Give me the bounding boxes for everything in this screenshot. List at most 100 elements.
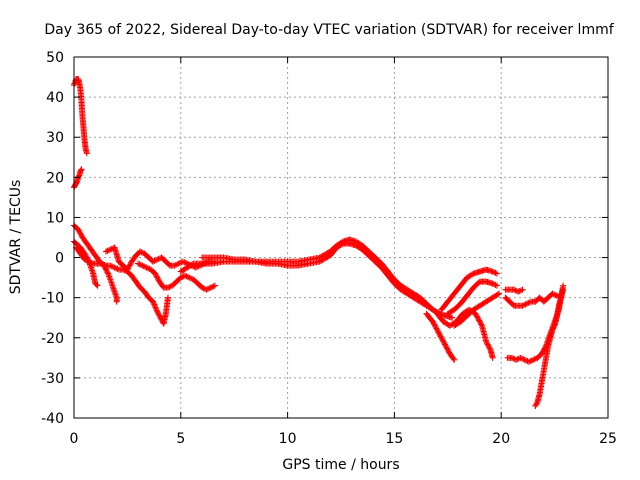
data-point (150, 258, 157, 265)
data-point (140, 263, 147, 270)
data-point (175, 260, 182, 267)
series-track-15 (502, 286, 526, 295)
data-point (155, 311, 162, 318)
data-point (489, 268, 496, 275)
data-point (83, 257, 90, 264)
data-point (517, 354, 524, 361)
data-point (152, 257, 159, 264)
data-point (143, 264, 150, 271)
data-point (512, 287, 519, 294)
data-point (538, 350, 545, 357)
data-point (440, 338, 447, 345)
data-point (520, 356, 527, 363)
data-point (430, 320, 437, 327)
data-point (560, 286, 567, 293)
x-tick-label: 20 (492, 431, 510, 447)
data-point (151, 257, 158, 264)
data-point (442, 342, 449, 349)
x-tick-label: 25 (599, 431, 617, 447)
data-point (177, 259, 184, 266)
data-point (150, 298, 157, 305)
data-point (493, 270, 500, 277)
data-point (113, 298, 120, 305)
data-point (75, 226, 82, 233)
series-track-12 (438, 266, 500, 313)
y-tick-label: 30 (46, 130, 64, 146)
data-point (483, 338, 490, 345)
data-point (443, 344, 450, 351)
data-point (153, 273, 160, 280)
data-point (186, 274, 193, 281)
data-point (155, 275, 162, 282)
data-point (438, 334, 445, 341)
data-point (439, 336, 446, 343)
data-point (434, 326, 441, 333)
x-axis-label: GPS time / hours (282, 457, 399, 473)
y-tick-label: -40 (41, 411, 64, 427)
data-point (523, 300, 530, 307)
data-point (549, 290, 556, 297)
y-tick-label: 10 (46, 210, 64, 226)
series-track-18 (532, 286, 567, 409)
data-point (181, 259, 188, 266)
data-point (83, 150, 90, 157)
data-point (187, 275, 194, 282)
data-point (516, 287, 523, 294)
data-point (432, 324, 439, 331)
series-track-16 (502, 290, 565, 309)
data-point (154, 308, 161, 315)
data-point (156, 312, 163, 319)
data-point (203, 286, 210, 293)
data-point (184, 273, 191, 280)
data-point (441, 341, 448, 348)
data-point (75, 227, 82, 234)
data-point (111, 264, 118, 271)
data-point (135, 260, 142, 267)
data-point (474, 314, 481, 321)
data-point (151, 301, 158, 308)
data-point (439, 337, 446, 344)
y-tick-label: -30 (41, 371, 64, 387)
data-point (484, 341, 491, 348)
data-point (153, 305, 160, 312)
data-point (510, 355, 517, 362)
data-point (78, 166, 85, 173)
data-point (496, 290, 503, 297)
data-point (550, 291, 557, 298)
data-point (552, 291, 559, 298)
data-point (150, 300, 157, 307)
data-point (154, 256, 161, 263)
data-point (491, 281, 498, 288)
data-point (174, 261, 181, 268)
data-point (93, 281, 100, 288)
y-tick-label: 20 (46, 170, 64, 186)
data-point (492, 281, 499, 288)
data-point (436, 332, 443, 339)
data-point (179, 273, 186, 280)
series-track-5 (73, 244, 171, 327)
data-point (87, 259, 94, 266)
data-point (434, 328, 441, 335)
data-point (478, 321, 485, 328)
data-point (469, 271, 476, 278)
data-point (473, 312, 480, 319)
data-point (78, 231, 85, 238)
data-point (76, 229, 83, 236)
data-point (137, 248, 144, 255)
data-point (194, 263, 201, 270)
y-tick-label: -20 (41, 331, 64, 347)
x-tick-label: 15 (385, 431, 403, 447)
data-point (513, 356, 520, 363)
data-point (210, 283, 217, 290)
data-point (199, 284, 206, 291)
data-point (539, 349, 546, 356)
series-track-9 (199, 236, 443, 317)
y-tick-label: 50 (46, 50, 64, 66)
data-point (166, 283, 173, 290)
data-point (522, 301, 529, 308)
data-point (429, 318, 436, 325)
data-point (451, 356, 458, 363)
data-point (152, 304, 159, 311)
data-point (94, 282, 101, 289)
